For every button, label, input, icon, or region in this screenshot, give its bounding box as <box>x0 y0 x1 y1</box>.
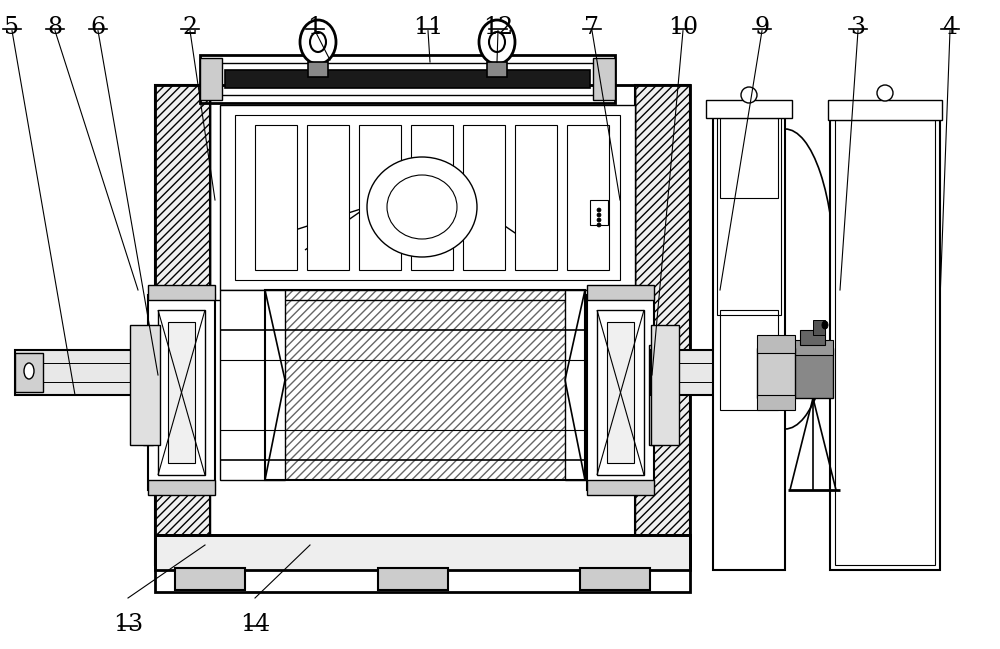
Bar <box>720 118 778 198</box>
Bar <box>307 125 349 270</box>
Bar <box>830 115 940 570</box>
Bar <box>130 325 160 445</box>
Text: 3: 3 <box>850 16 866 39</box>
Bar <box>635 85 690 565</box>
Bar <box>565 290 630 480</box>
Bar <box>220 290 285 480</box>
Bar <box>175 568 245 590</box>
Text: 6: 6 <box>90 16 106 39</box>
Ellipse shape <box>597 213 601 217</box>
Bar <box>649 345 659 445</box>
Text: 11: 11 <box>413 16 443 39</box>
Ellipse shape <box>24 363 34 379</box>
Ellipse shape <box>367 157 477 257</box>
Bar <box>515 125 557 270</box>
Bar <box>155 535 690 570</box>
Bar <box>200 58 222 100</box>
Bar <box>720 118 778 198</box>
Bar <box>800 330 825 345</box>
Text: 4: 4 <box>942 16 958 39</box>
Bar <box>308 62 328 77</box>
Bar <box>651 350 801 395</box>
Ellipse shape <box>300 20 336 64</box>
Bar <box>155 85 210 565</box>
Bar <box>210 85 635 300</box>
Bar <box>411 125 453 270</box>
Text: 7: 7 <box>584 16 600 39</box>
Bar <box>265 290 585 480</box>
Bar <box>593 58 615 100</box>
Bar <box>607 322 634 463</box>
Bar <box>148 295 215 490</box>
Bar <box>793 340 833 355</box>
Bar <box>255 125 297 270</box>
Text: 5: 5 <box>5 16 20 39</box>
Text: 12: 12 <box>483 16 513 39</box>
Bar <box>720 310 778 410</box>
Bar <box>651 325 679 445</box>
Bar <box>215 63 600 95</box>
Bar <box>580 568 650 590</box>
Ellipse shape <box>387 175 457 239</box>
Bar <box>720 310 778 410</box>
Bar <box>757 395 795 410</box>
Ellipse shape <box>741 87 757 103</box>
Bar <box>587 480 654 495</box>
Bar <box>828 100 942 120</box>
Text: 14: 14 <box>240 613 270 636</box>
Bar <box>567 125 609 270</box>
Text: 13: 13 <box>113 613 143 636</box>
Ellipse shape <box>597 208 601 212</box>
Bar <box>713 110 785 570</box>
Bar <box>168 322 195 463</box>
Bar <box>15 350 155 395</box>
Ellipse shape <box>489 32 505 52</box>
Bar <box>155 85 690 565</box>
Bar <box>813 320 825 335</box>
Bar <box>220 105 635 290</box>
Bar <box>200 55 615 103</box>
Ellipse shape <box>310 32 326 52</box>
Text: 1: 1 <box>307 16 323 39</box>
Bar <box>143 345 153 445</box>
Bar <box>835 120 935 565</box>
Bar <box>148 285 215 300</box>
Text: 10: 10 <box>668 16 698 39</box>
Bar <box>757 348 795 398</box>
Bar <box>717 115 781 315</box>
Text: 9: 9 <box>754 16 770 39</box>
Ellipse shape <box>597 218 601 222</box>
Bar <box>793 348 833 398</box>
Bar <box>359 125 401 270</box>
Ellipse shape <box>877 85 893 101</box>
Bar <box>635 85 690 565</box>
Bar <box>587 295 654 490</box>
Bar <box>378 568 448 590</box>
Bar <box>235 115 620 280</box>
Bar <box>463 125 505 270</box>
Bar <box>155 535 690 592</box>
Bar <box>225 70 590 88</box>
Bar <box>148 480 215 495</box>
Bar <box>158 310 205 475</box>
Bar <box>597 310 644 475</box>
Bar <box>757 335 795 353</box>
Bar <box>590 200 608 225</box>
Bar <box>155 85 210 565</box>
Ellipse shape <box>597 223 601 227</box>
Bar <box>15 353 43 392</box>
Text: 2: 2 <box>182 16 198 39</box>
Ellipse shape <box>479 20 515 64</box>
Bar <box>265 290 585 480</box>
Text: 8: 8 <box>47 16 63 39</box>
Bar <box>487 62 507 77</box>
Bar <box>587 285 654 300</box>
Ellipse shape <box>822 321 828 329</box>
Bar <box>706 100 792 118</box>
